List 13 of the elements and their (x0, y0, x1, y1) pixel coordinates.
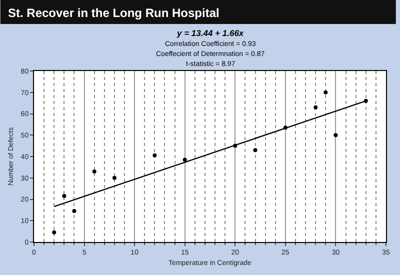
point (72, 209, 76, 214)
point (324, 90, 328, 94)
point (253, 148, 258, 152)
point (314, 105, 318, 110)
point (152, 153, 157, 158)
point (92, 169, 96, 174)
chart-title: St. Recover in the Long Run Hospital (8, 6, 220, 20)
point (52, 230, 56, 234)
chart-subtitle: y = 13.44 + 1.66x (176, 28, 245, 38)
point (62, 194, 66, 198)
point (334, 133, 338, 138)
point (182, 158, 187, 162)
point (112, 176, 116, 180)
